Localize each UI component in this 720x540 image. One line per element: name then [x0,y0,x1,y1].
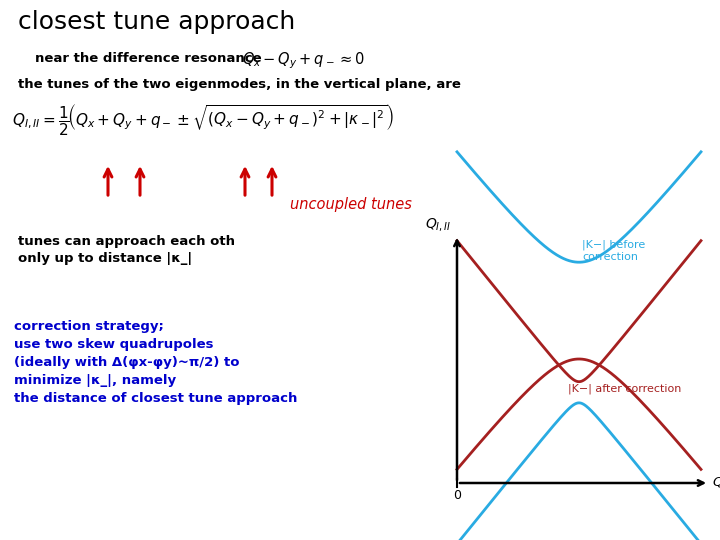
Text: closest tune approach: closest tune approach [18,10,295,34]
Text: uncoupled tunes: uncoupled tunes [290,197,412,212]
Text: correction strategy;
use two skew quadrupoles
(ideally with Δ(φx-φy)~π/2) to
min: correction strategy; use two skew quadru… [14,320,297,405]
Text: $Q_{I,II} = \dfrac{1}{2}\!\left(Q_x+Q_y+q_- \pm \sqrt{\left(Q_x-Q_y+q_-\right)^2: $Q_{I,II} = \dfrac{1}{2}\!\left(Q_x+Q_y+… [12,103,395,138]
Text: the tunes of the two eigenmodes, in the vertical plane, are: the tunes of the two eigenmodes, in the … [18,78,461,91]
Text: tunes can approach each oth
only up to distance |κ_|: tunes can approach each oth only up to d… [18,235,235,265]
Text: |K−| before
correction: |K−| before correction [582,240,645,262]
Text: $Q_x$-$Q_y$: $Q_x$-$Q_y$ [712,475,720,491]
Text: |K−| after correction: |K−| after correction [568,384,681,394]
Text: $Q_{I,II}$: $Q_{I,II}$ [425,216,451,233]
Text: 0: 0 [453,489,461,502]
Text: $Q_x - Q_y + q_- \approx 0$: $Q_x - Q_y + q_- \approx 0$ [242,50,364,71]
Text: near the difference resonance: near the difference resonance [35,52,261,65]
